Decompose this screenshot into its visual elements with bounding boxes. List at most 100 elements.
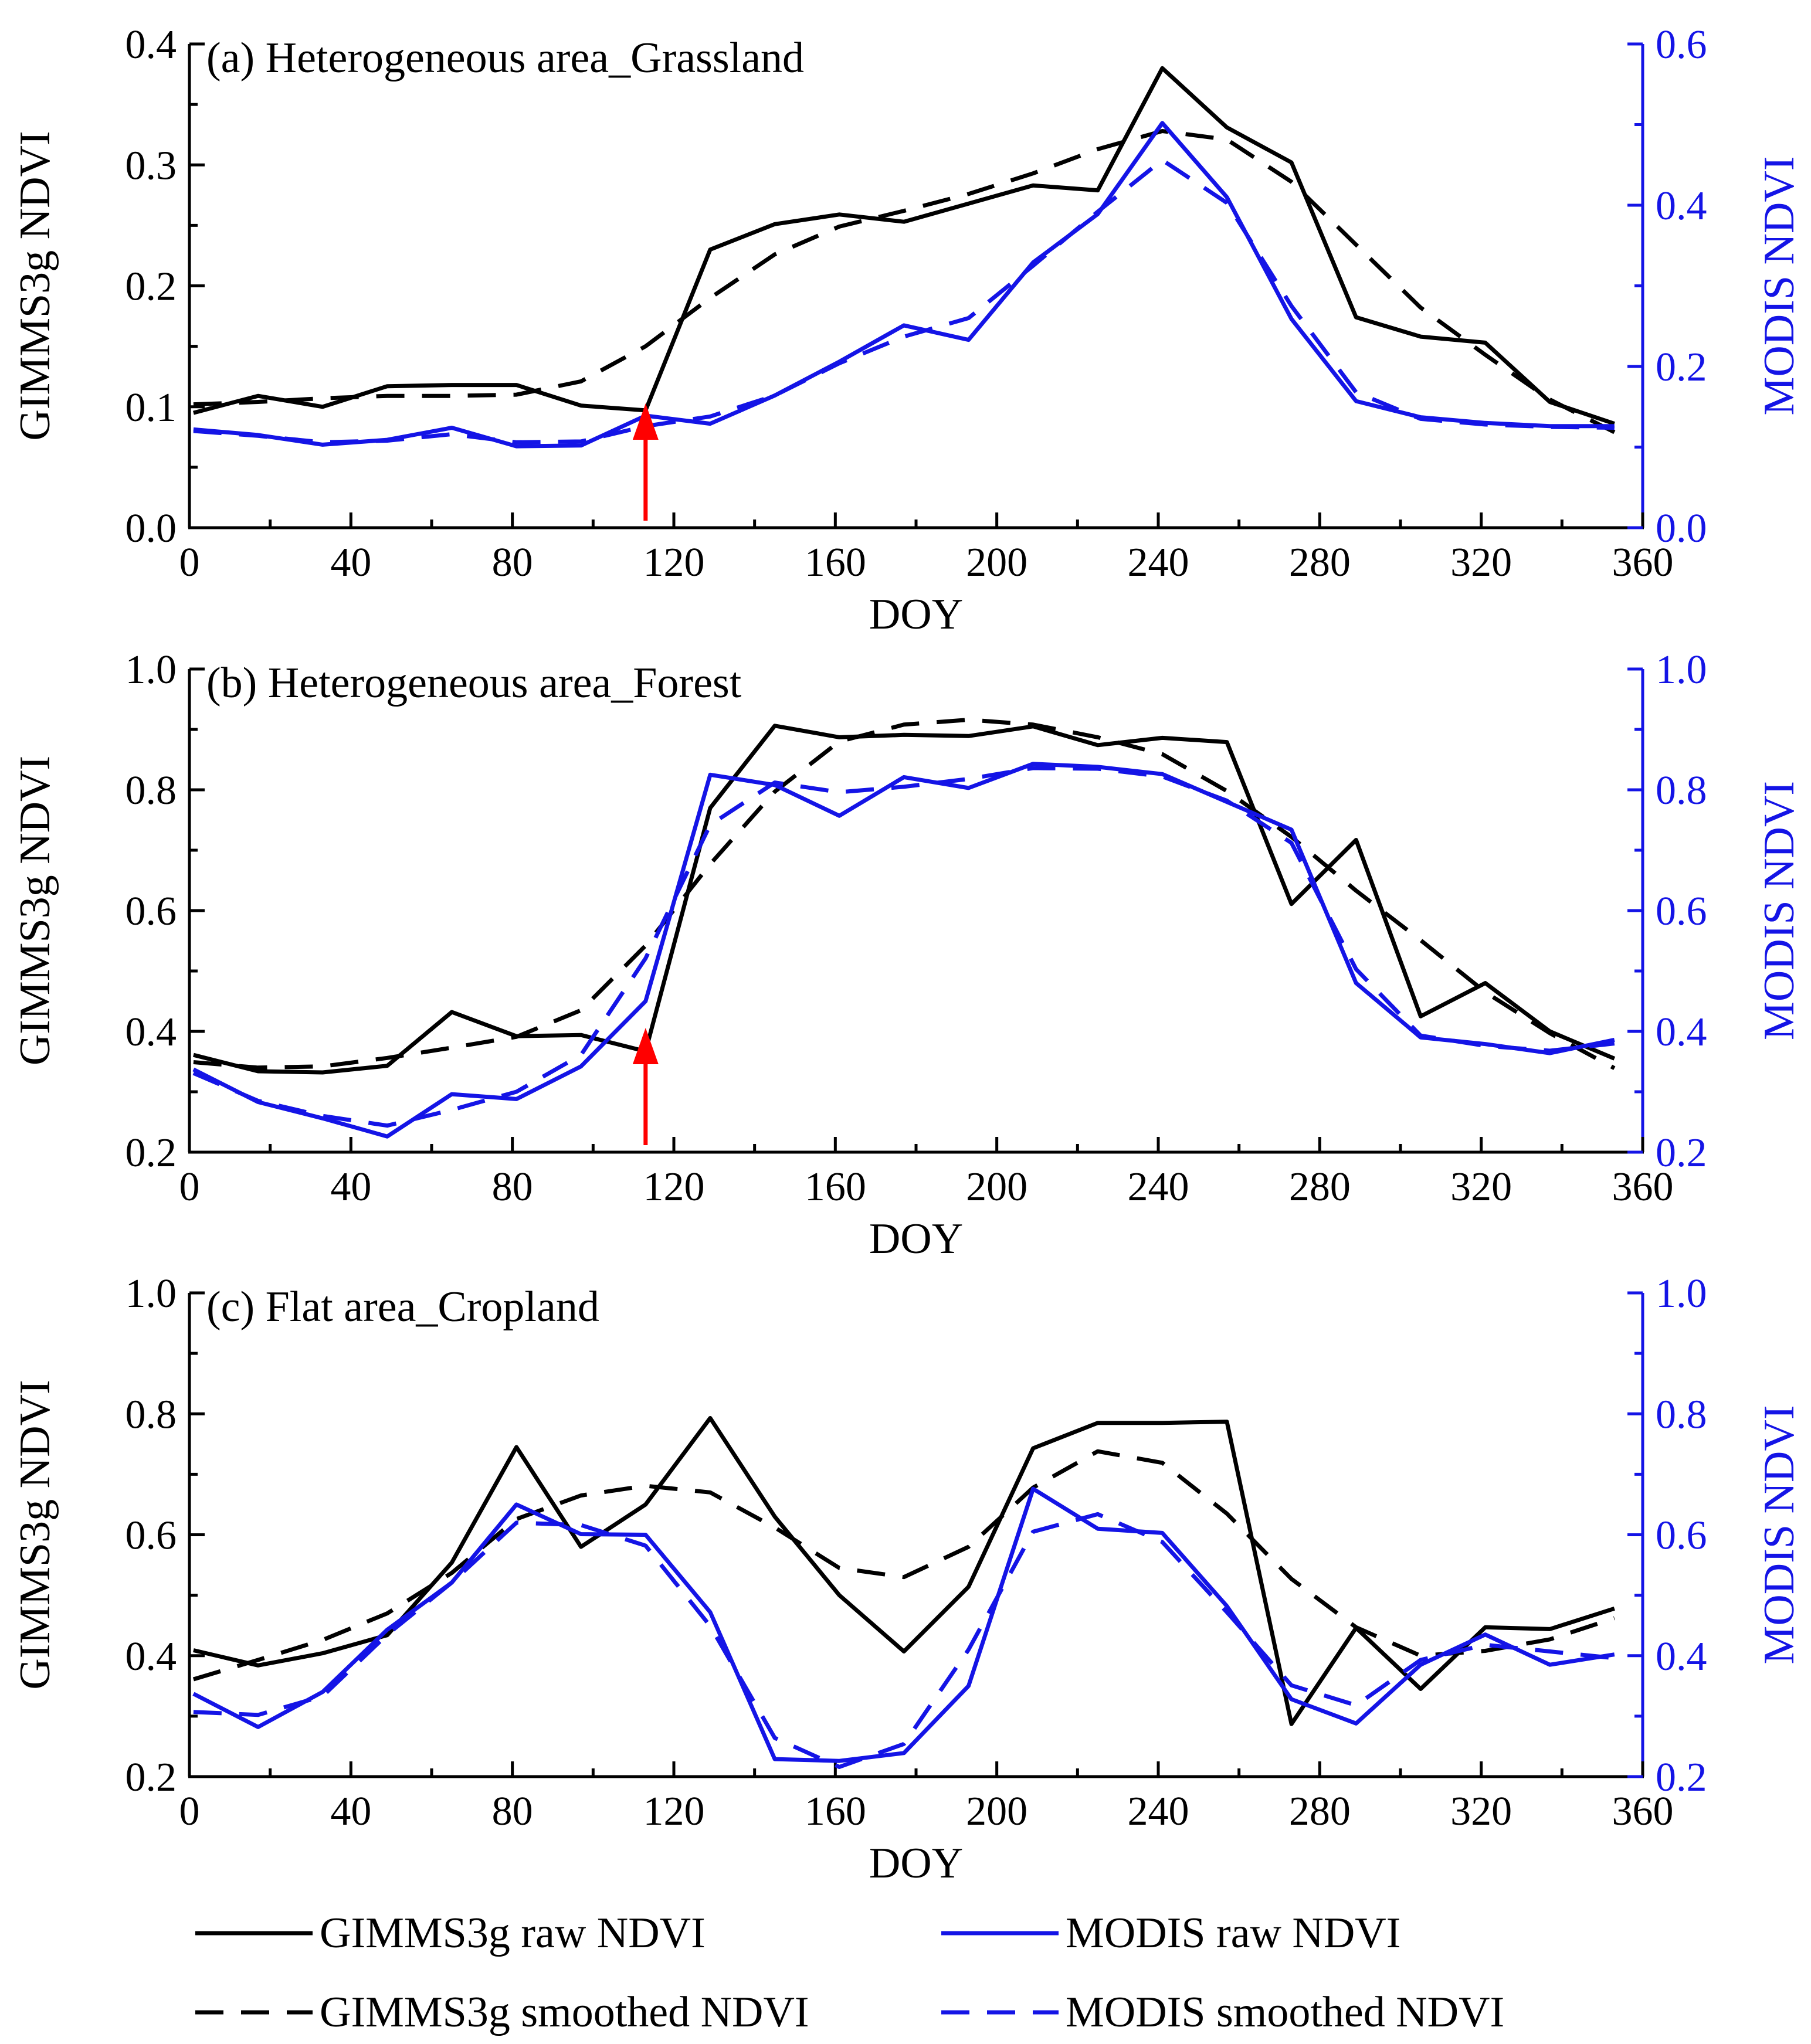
- data-point: [1162, 67, 1163, 69]
- data-point: [386, 1629, 388, 1630]
- legend-item: MODIS raw NDVI: [941, 1909, 1400, 1957]
- data-point: [710, 864, 711, 865]
- data-point: [645, 1534, 646, 1536]
- right-y-tick-label: 0.2: [1656, 345, 1707, 390]
- data-point: [645, 945, 646, 946]
- data-point: [1226, 127, 1227, 128]
- data-point: [1420, 307, 1421, 308]
- data-point: [1614, 1608, 1615, 1609]
- data-point: [1226, 800, 1227, 802]
- data-point: [386, 386, 388, 387]
- data-point: [1226, 790, 1227, 792]
- left-y-axis-label: GIMMS3g NDVI: [11, 1380, 59, 1689]
- data-point: [193, 1650, 194, 1651]
- data-point: [386, 1125, 388, 1126]
- data-point: [581, 1054, 582, 1055]
- data-point: [581, 1546, 582, 1547]
- data-point: [903, 1743, 904, 1744]
- data-point: [968, 1685, 969, 1686]
- data-point: [322, 406, 323, 408]
- series-line-modis-raw-ndvi: [192, 1486, 1615, 1763]
- data-point: [257, 1714, 259, 1716]
- data-point: [1485, 1044, 1486, 1045]
- data-point: [968, 193, 969, 195]
- x-tick-label: 240: [1128, 1789, 1189, 1834]
- series-line-gimms3g-raw-ndvi: [193, 1416, 1615, 1726]
- data-point: [516, 1091, 517, 1092]
- data-point: [1549, 399, 1551, 400]
- chart-panel-1: 0 40 80 120 160 200 240 280 320 3600.00.10.20.30.…: [11, 22, 1803, 639]
- data-point: [1614, 1058, 1615, 1059]
- data-point: [903, 724, 904, 725]
- x-tick-label: 0: [179, 1164, 200, 1210]
- chart-panel-3: 0 40 80 120 160 200 240 280 320 3600.20.40.60.81.…: [11, 1271, 1803, 1887]
- data-point: [1420, 1035, 1421, 1036]
- left-y-tick-label: 0.4: [126, 1010, 177, 1055]
- data-point: [1355, 392, 1356, 393]
- data-point: [1355, 1627, 1356, 1628]
- left-y-axis-label: GIMMS3g NDVI: [11, 131, 59, 440]
- data-point: [968, 1586, 969, 1587]
- data-point: [710, 1612, 711, 1613]
- data-point: [839, 815, 840, 816]
- series-line-gimms3g-smoothed-ndvi: [192, 1449, 1615, 1682]
- left-y-tick-label: 0.4: [126, 1634, 177, 1679]
- data-point: [645, 1001, 646, 1002]
- data-point: [774, 725, 775, 726]
- right-y-tick-label: 0.4: [1656, 184, 1707, 229]
- onset-arrow-icon: [632, 403, 659, 521]
- data-point: [1420, 336, 1421, 337]
- x-tick-label: 40: [330, 540, 371, 585]
- series-line-gimms3g-raw-ndvi: [193, 724, 1616, 1075]
- data-point: [903, 210, 904, 212]
- data-point: [1226, 196, 1227, 198]
- right-y-tick-label: 0.8: [1656, 768, 1707, 813]
- right-y-tick-label: 0.2: [1656, 1130, 1707, 1176]
- data-point: [322, 1696, 323, 1697]
- left-y-tick-label: 0.2: [126, 1130, 177, 1176]
- data-point: [968, 339, 969, 341]
- data-point: [968, 735, 969, 736]
- data-point: [710, 774, 711, 775]
- data-point: [1226, 1605, 1227, 1607]
- data-point: [1226, 202, 1227, 203]
- series-line-modis-smoothed-ndvi: [193, 1512, 1615, 1769]
- data-point: [774, 782, 775, 783]
- data-point: [774, 223, 775, 225]
- data-point: [386, 1057, 388, 1058]
- data-point: [1485, 424, 1486, 425]
- x-tick-label: 120: [643, 1789, 705, 1834]
- data-point: [451, 1011, 452, 1013]
- data-point: [193, 1712, 194, 1713]
- data-point: [1355, 400, 1356, 402]
- data-point: [968, 203, 969, 204]
- left-y-tick-label: 0.2: [126, 1755, 177, 1800]
- x-tick-label: 120: [643, 1164, 705, 1210]
- left-y-tick-label: 0.6: [126, 1513, 177, 1559]
- data-point: [710, 824, 711, 826]
- data-point: [1614, 1618, 1615, 1619]
- x-tick-label: 280: [1289, 1789, 1351, 1834]
- data-point: [774, 1758, 775, 1760]
- x-tick-label: 320: [1450, 1789, 1512, 1834]
- data-point: [1033, 1488, 1034, 1489]
- data-point: [1485, 1045, 1486, 1047]
- data-point: [451, 1562, 452, 1563]
- data-point: [1033, 1448, 1034, 1449]
- data-point: [1420, 940, 1421, 941]
- data-point: [903, 221, 904, 222]
- data-point: [1549, 1639, 1551, 1640]
- data-point: [1549, 1050, 1551, 1051]
- data-point: [774, 1516, 775, 1517]
- legend-label: GIMMS3g raw NDVI: [320, 1909, 706, 1957]
- data-point: [968, 1649, 969, 1650]
- data-point: [710, 249, 711, 250]
- data-point: [710, 1418, 711, 1419]
- data-point: [1420, 1655, 1421, 1656]
- data-point: [257, 1665, 259, 1666]
- data-point: [1226, 139, 1227, 140]
- x-tick-label: 80: [492, 1164, 533, 1210]
- data-point: [322, 1115, 323, 1116]
- data-point: [1033, 265, 1034, 266]
- data-point: [322, 1692, 323, 1693]
